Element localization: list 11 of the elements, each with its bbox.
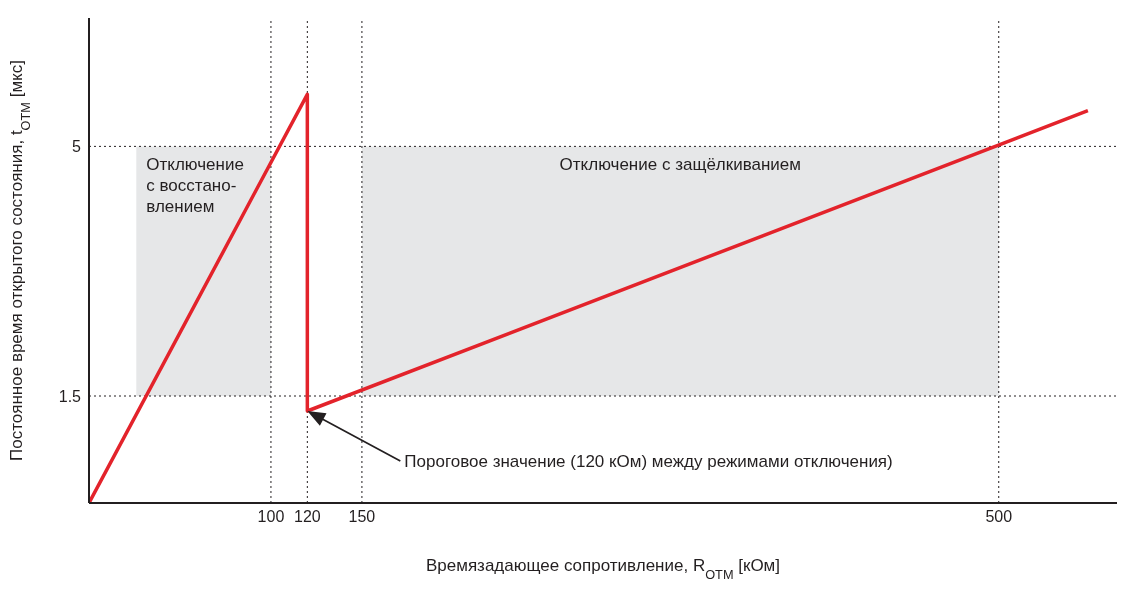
annotation: Пороговое значение (120 кОм) между режимами отключения) bbox=[404, 451, 893, 471]
x-tick-label: 100 bbox=[257, 508, 285, 526]
x-tick-label: 150 bbox=[348, 508, 376, 526]
x-tick-label: 120 bbox=[293, 508, 321, 526]
x-axis-title: Времязадающее сопротивление, R$_{ОТМ}$ [кОм] bbox=[425, 556, 781, 582]
band-label: Отключение с восстано- влением bbox=[146, 155, 244, 217]
line-series bbox=[89, 92, 1090, 503]
x-tick-label: 500 bbox=[985, 508, 1013, 526]
band-label: Отключение с защёлкиванием bbox=[559, 155, 802, 175]
y-tick-label: 1.5 bbox=[58, 387, 82, 405]
y-tick-label: 5 bbox=[72, 138, 82, 156]
